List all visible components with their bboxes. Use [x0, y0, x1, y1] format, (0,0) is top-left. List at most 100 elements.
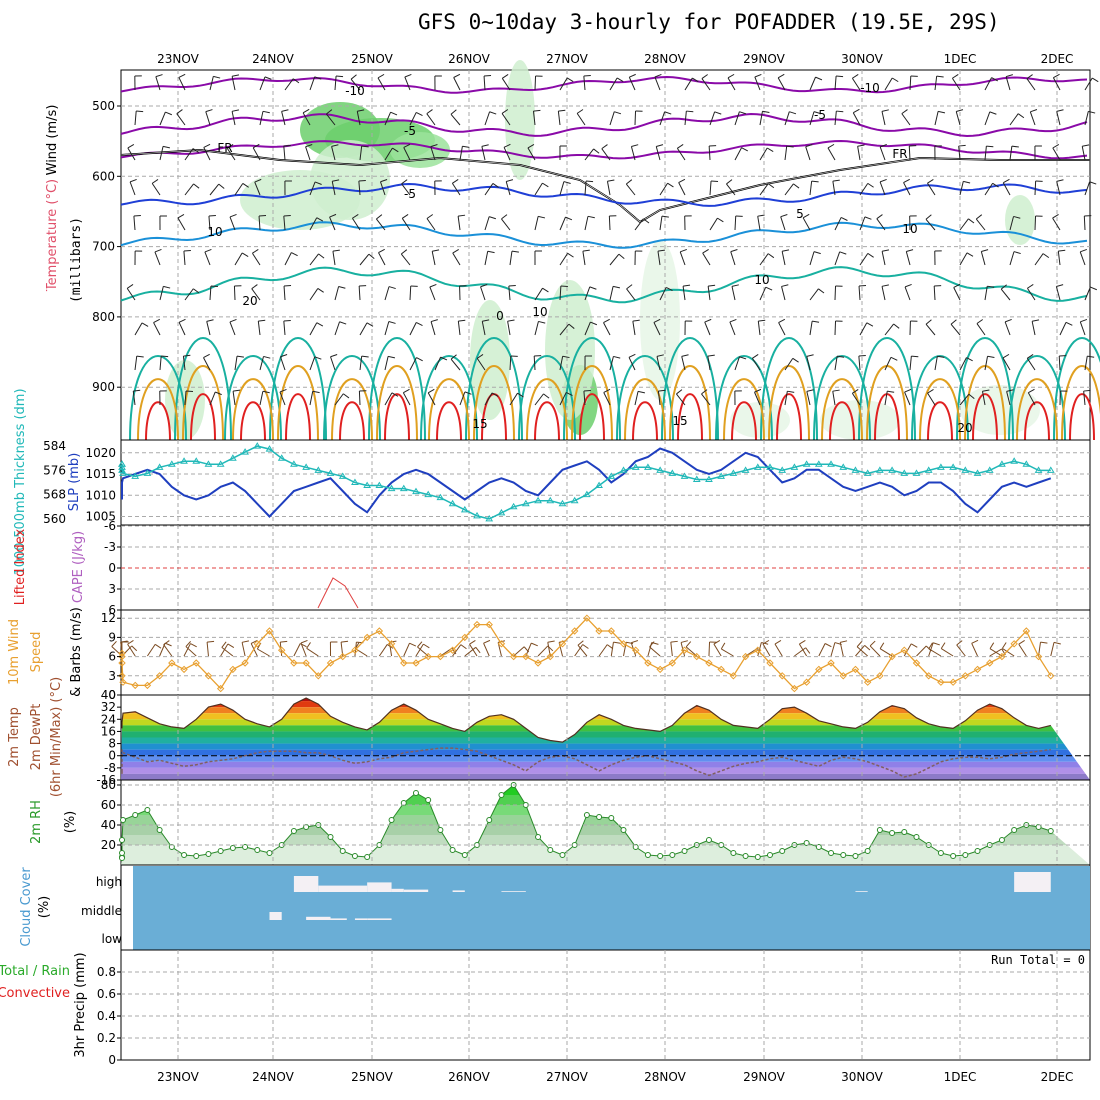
wind-barb [334, 321, 341, 336]
temp-ylabel: 2m Temp [7, 707, 22, 767]
cloud-high-block [367, 882, 392, 892]
wind-barb-flag [366, 322, 374, 327]
wind-barb [534, 182, 543, 196]
wind-barb-flag [502, 74, 509, 79]
wind-barb [483, 75, 486, 91]
thickness-marker [424, 490, 433, 498]
rh-marker [132, 812, 139, 818]
wind-barb-flag [1013, 251, 1021, 255]
wind-barb-flag [739, 356, 747, 360]
wind-barb-flag [464, 391, 472, 395]
contour-cell [858, 337, 916, 441]
wind-barb [852, 112, 861, 126]
wind-barb [450, 113, 461, 126]
wind-barb-flag [462, 145, 470, 148]
wind-barb [1026, 287, 1036, 301]
wind-barb-flag [806, 389, 814, 392]
wind10-marker [802, 678, 811, 686]
wind-barb [431, 251, 436, 266]
thickness-marker [705, 475, 713, 482]
wind-barb-flag [714, 111, 722, 115]
wind-barb-flag [453, 73, 461, 78]
y-tick-label: -3 [104, 540, 116, 554]
wind10-barb [774, 643, 783, 657]
wind-barb [359, 253, 370, 266]
wind10-barb [206, 642, 209, 657]
contour-cell [616, 355, 674, 441]
thickness-marker [680, 472, 689, 479]
wind10-barb-flag [713, 639, 721, 645]
wind10-barb [916, 645, 927, 657]
wind10-barb [1018, 643, 1027, 657]
wind-barb [1009, 113, 1019, 126]
wind-barb-flag [377, 73, 385, 79]
wind-barb [452, 252, 461, 266]
y-tick-label: 9 [108, 630, 116, 644]
wind-barb [459, 391, 466, 406]
precip-panel: 0.8 0.6 0.4 0.2 0 Run Total = 0 Total / Rain… [0, 949, 1091, 1067]
y-tick-label: 60 [101, 798, 116, 812]
wind-barb [784, 358, 794, 371]
wind10-marker [400, 659, 408, 667]
wind-barb-flag [331, 144, 339, 147]
wind-barb [259, 391, 264, 406]
rh-marker [119, 855, 125, 861]
wind10-barb [610, 642, 614, 657]
wind-barb-flag [361, 145, 369, 148]
wind-barb-flag [701, 389, 708, 395]
wind-barb [1079, 251, 1086, 266]
wind-barb-flag [661, 215, 669, 218]
wind-barb [628, 357, 636, 371]
wind10-barb-flag [582, 644, 589, 649]
contour-cell [323, 355, 381, 441]
wind-barb-flag [676, 389, 683, 395]
wind-barb [834, 217, 842, 231]
wind10-marker [998, 652, 1006, 661]
wind-barb [884, 357, 892, 371]
thickness-marker [534, 496, 542, 504]
wind-barb [859, 253, 869, 266]
wind-barb-flag [206, 319, 214, 322]
wind10-barb-flag [824, 643, 832, 648]
wind-barb [950, 323, 961, 336]
thickness-marker [839, 463, 848, 470]
wind-barb-flag [766, 147, 774, 153]
y-tick-label: 12 [101, 611, 116, 625]
y-tick-label: 3 [108, 582, 116, 596]
wind-barb [657, 251, 661, 266]
wind-barb-flag [283, 319, 291, 322]
thickness-tick: 568 [43, 488, 66, 502]
wind-barb [208, 216, 211, 231]
wind-barb-flag [582, 249, 590, 252]
wind-barb [203, 147, 211, 161]
thickness-marker [875, 466, 884, 473]
wind10-barb [839, 642, 844, 657]
wind-barb-flag [765, 286, 773, 291]
wind10-barb [713, 643, 722, 657]
thickness-marker [338, 472, 347, 479]
cloud-high-block [391, 888, 404, 892]
wind-barb [453, 77, 461, 91]
wind10-barb [469, 643, 478, 657]
wind-barb-flag [837, 355, 845, 358]
date-label-bottom: 30NOV [841, 1070, 883, 1084]
wind10-barb-flag [547, 640, 555, 643]
wind-barb [231, 76, 236, 91]
wind-barb [1084, 111, 1089, 126]
slp-tick: 1010 [85, 488, 116, 502]
rh-shading [505, 60, 535, 180]
wind10-marker [632, 646, 640, 654]
contour-cell [473, 365, 515, 441]
wind-barb-flag [762, 110, 770, 113]
wind10-barb-flag [1040, 641, 1048, 644]
wind10-marker [863, 678, 872, 686]
wind-barb [1084, 181, 1091, 196]
thickness-marker [863, 469, 872, 476]
wind-barb [809, 321, 813, 336]
wind10-barb [452, 644, 462, 657]
wind10-marker [973, 665, 982, 674]
wind-barb [601, 148, 611, 161]
y-tick-label: 0 [108, 1053, 116, 1067]
contour-cell [715, 355, 773, 441]
